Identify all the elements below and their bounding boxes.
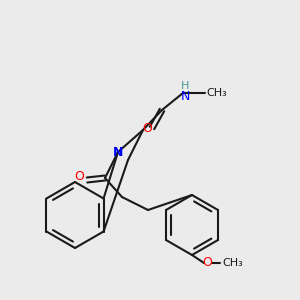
Text: O: O — [142, 122, 152, 134]
Text: N: N — [180, 89, 190, 103]
Text: O: O — [202, 256, 212, 269]
Text: CH₃: CH₃ — [223, 258, 243, 268]
Text: O: O — [74, 170, 84, 184]
Text: N: N — [113, 146, 123, 158]
Text: CH₃: CH₃ — [207, 88, 227, 98]
Text: H: H — [181, 81, 189, 91]
